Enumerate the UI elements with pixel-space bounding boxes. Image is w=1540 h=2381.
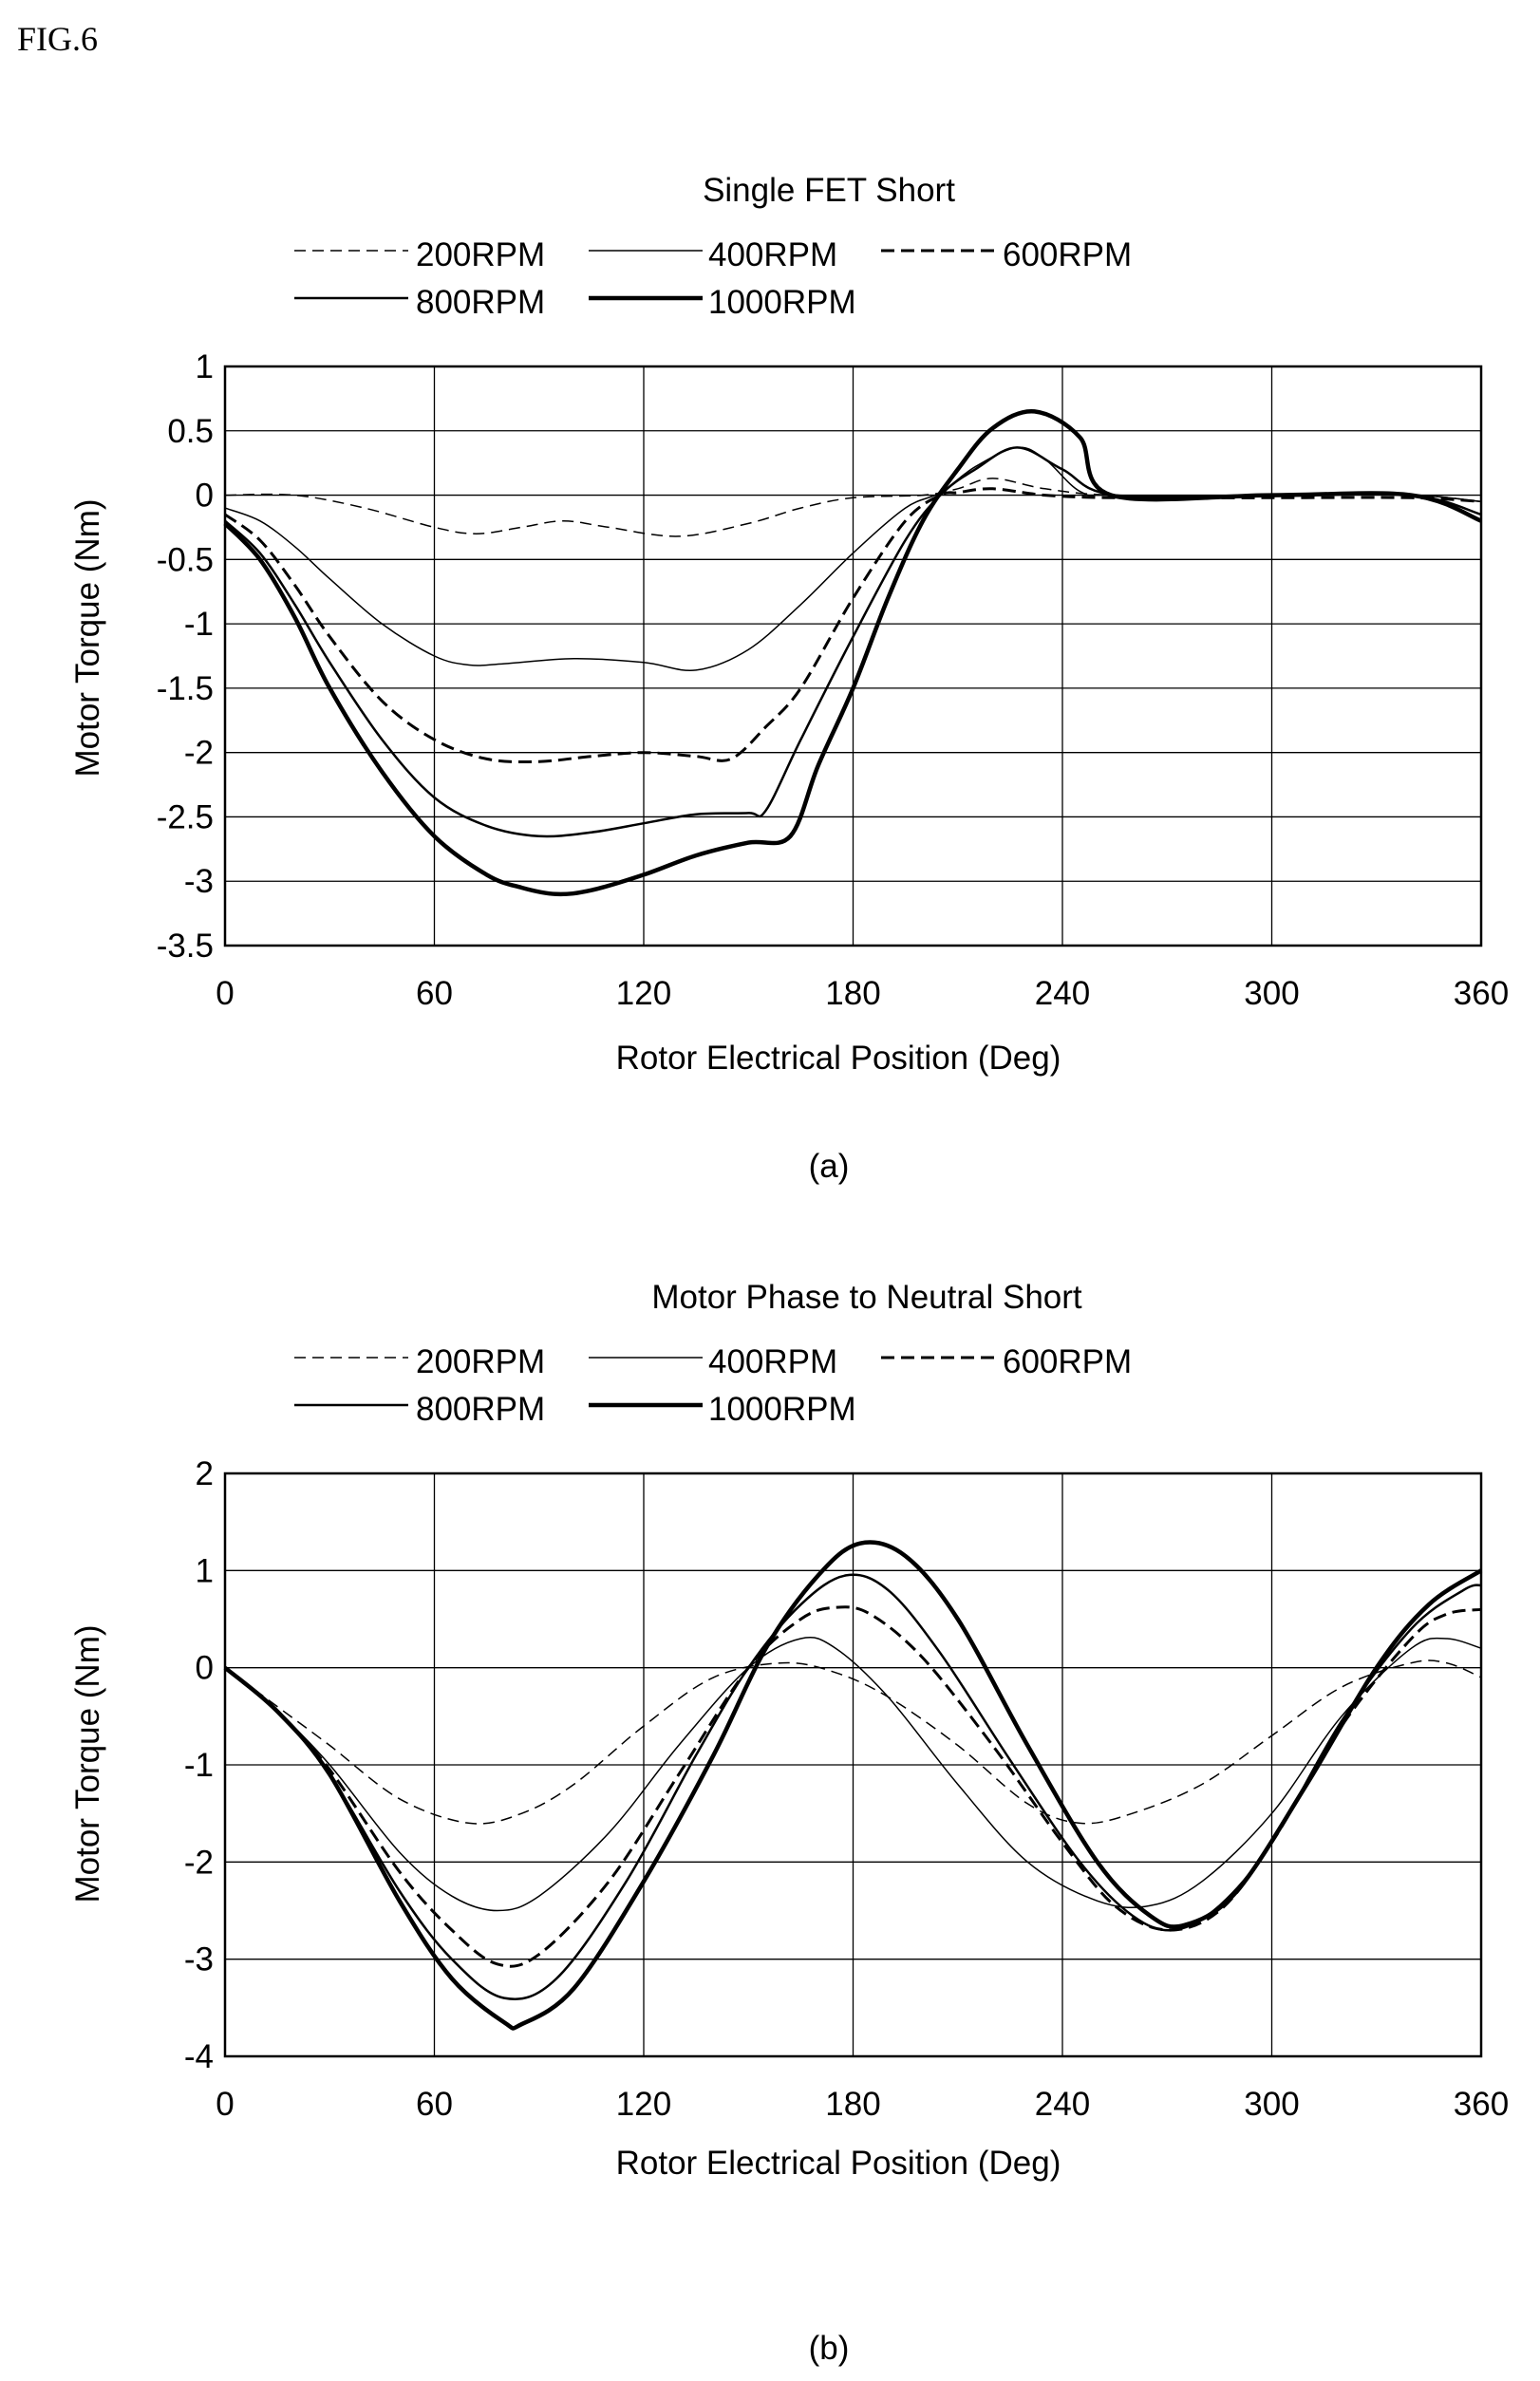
chart-a-ytick-label: 1 <box>196 348 214 385</box>
chart-a-ytick-label: -1 <box>184 606 214 643</box>
chart-a-plot-frame <box>223 365 1483 947</box>
chart-a-legend-label-200: 200RPM <box>416 236 545 273</box>
chart-a-xtick-label: 120 <box>616 975 671 1012</box>
chart-a-xtick-label: 180 <box>825 975 880 1012</box>
chart-a-legend-label-600: 600RPM <box>1003 236 1132 273</box>
chart-b-ytick-label: 0 <box>196 1650 214 1687</box>
chart-b-ytick-label: 1 <box>196 1552 214 1589</box>
chart-a-ytick-label: -3.5 <box>157 928 214 965</box>
chart-a-legend-label-1000: 1000RPM <box>708 284 856 321</box>
chart-a-series-1000RPM <box>223 409 1482 897</box>
chart-b-xtick-label: 120 <box>616 2086 671 2123</box>
chart-a-caption: (a) <box>809 1148 850 1185</box>
chart-b-legend-label-400: 400RPM <box>708 1343 837 1380</box>
chart-b-xtick-label: 240 <box>1035 2086 1090 2123</box>
chart-b-ytick-label: -1 <box>184 1747 214 1784</box>
chart-a-title: Single FET Short <box>703 172 955 209</box>
chart-b-legend-label-200: 200RPM <box>416 1343 545 1380</box>
chart-b-ytick-label: -4 <box>184 2038 214 2075</box>
chart-a-legend: 200RPM 400RPM 600RPM 800RPM 1000RPM <box>416 236 1132 321</box>
chart-a: Single FET Short 200RPM 400RPM 600RPM 80… <box>69 172 1509 1185</box>
chart-a-ytick-label: -1.5 <box>157 670 214 707</box>
chart-a-ytick-label: -3 <box>184 863 214 900</box>
figure-label: FIG.6 <box>17 20 98 58</box>
chart-b-legend: 200RPM 400RPM 600RPM 800RPM 1000RPM <box>416 1343 1132 1428</box>
chart-a-xtick-label: 0 <box>216 975 234 1012</box>
chart-b-xlabel: Rotor Electrical Position (Deg) <box>616 2145 1061 2182</box>
chart-b-legend-label-600: 600RPM <box>1003 1343 1132 1380</box>
chart-b-series-1000RPM <box>223 1540 1483 2031</box>
chart-a-ytick-label: 0 <box>196 478 214 515</box>
chart-a-ytick-label: -0.5 <box>157 541 214 578</box>
chart-a-ylabel: Motor Torque (Nm) <box>69 498 106 777</box>
chart-b-ytick-label: 2 <box>196 1455 214 1492</box>
chart-a-legend-label-400: 400RPM <box>708 236 837 273</box>
chart-b-ytick-label: -3 <box>184 1941 214 1978</box>
chart-a-xtick-label: 360 <box>1454 975 1509 1012</box>
chart-b-ylabel: Motor Torque (Nm) <box>69 1624 106 1903</box>
chart-b-xtick-label: 60 <box>416 2086 453 2123</box>
chart-a-xlabel: Rotor Electrical Position (Deg) <box>616 1040 1061 1077</box>
chart-a-ytick-label: 0.5 <box>167 413 214 450</box>
chart-b-legend-label-800: 800RPM <box>416 1391 545 1428</box>
chart-b-xtick-label: 180 <box>825 2086 880 2123</box>
chart-a-xtick-label: 60 <box>416 975 453 1012</box>
chart-b-series-400RPM <box>224 1636 1482 1912</box>
chart-b-caption: (b) <box>809 2330 850 2367</box>
chart-a-ytick-label: -2.5 <box>157 798 214 835</box>
chart-b-plot-frame <box>223 1472 1483 2058</box>
chart-b-ytick-label: -2 <box>184 1844 214 1881</box>
chart-a-xtick-label: 240 <box>1035 975 1090 1012</box>
chart-b-legend-label-1000: 1000RPM <box>708 1391 856 1428</box>
chart-b-xtick-label: 0 <box>216 2086 234 2123</box>
chart-a-legend-label-800: 800RPM <box>416 284 545 321</box>
chart-b: Motor Phase to Neutral Short 200RPM 400R… <box>69 1279 1509 2367</box>
chart-a-xtick-label: 300 <box>1244 975 1299 1012</box>
chart-b-title: Motor Phase to Neutral Short <box>651 1279 1082 1316</box>
chart-b-xtick-label: 300 <box>1244 2086 1299 2123</box>
chart-b-xtick-label: 360 <box>1454 2086 1509 2123</box>
chart-a-ytick-label: -2 <box>184 735 214 772</box>
